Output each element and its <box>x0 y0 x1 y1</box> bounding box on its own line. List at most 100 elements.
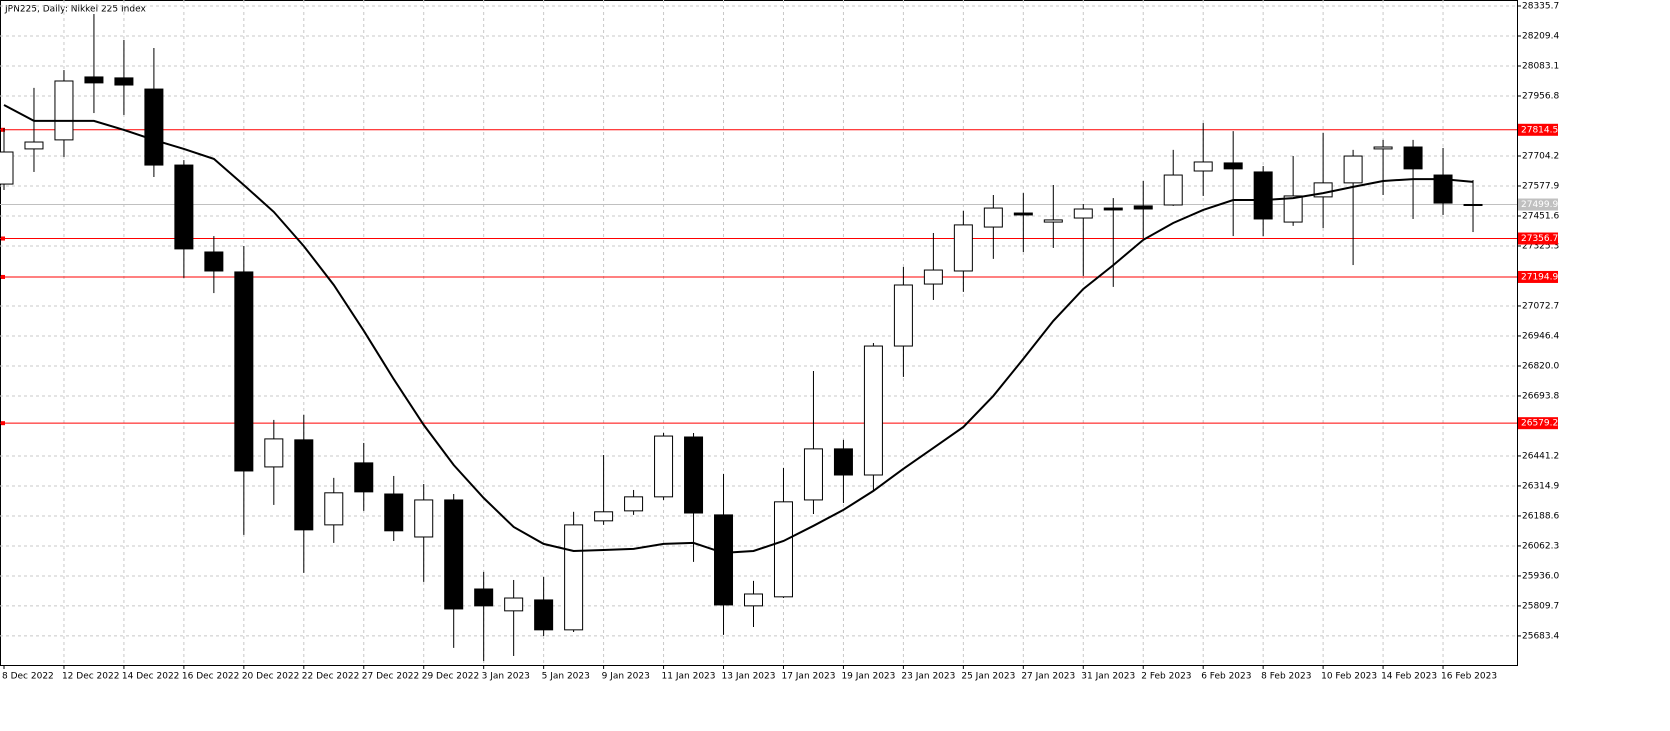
y-tick-label: 26062.3 <box>1522 541 1559 551</box>
x-tick-label: 22 Dec 2022 <box>302 672 360 682</box>
level-marker <box>1 421 5 426</box>
y-tick-label: 27072.7 <box>1522 301 1559 311</box>
candle-body <box>923 269 943 285</box>
level-marker <box>1 236 5 241</box>
candle-body <box>564 524 584 631</box>
candle-body <box>54 80 74 141</box>
candle-body <box>893 284 913 347</box>
candle-body <box>654 435 674 498</box>
y-tick-label: 27704.2 <box>1522 151 1559 161</box>
y-tick-label: 26946.4 <box>1522 331 1559 341</box>
candle-body <box>684 436 704 514</box>
y-tick-label: 26820.0 <box>1522 361 1559 371</box>
x-tick-label: 29 Dec 2022 <box>422 672 480 682</box>
candle-body <box>773 501 793 598</box>
x-tick-label: 20 Dec 2022 <box>242 672 300 682</box>
candle-body <box>174 164 194 250</box>
candle-body <box>84 76 104 84</box>
y-tick-label: 27577.9 <box>1522 181 1559 191</box>
level-label-bg <box>1518 270 1558 283</box>
x-tick-label: 8 Feb 2023 <box>1261 672 1311 682</box>
x-tick-label: 23 Jan 2023 <box>901 672 955 682</box>
x-tick-label: 14 Feb 2023 <box>1381 672 1437 682</box>
candle-body <box>324 492 344 526</box>
y-tick-label: 27325.3 <box>1522 241 1559 251</box>
candle-body <box>1433 174 1453 204</box>
candle-body <box>0 151 14 185</box>
candle-body <box>833 448 853 476</box>
candle-body <box>953 224 973 272</box>
candle-body <box>624 496 644 512</box>
candle-body <box>474 588 494 607</box>
candle-body <box>234 271 254 472</box>
last-price-label-bg <box>1518 198 1558 211</box>
x-tick-label: 27 Jan 2023 <box>1021 672 1075 682</box>
candle-body <box>863 345 883 476</box>
candle-body <box>1043 219 1063 223</box>
y-tick-label: 28335.7 <box>1522 2 1559 12</box>
y-tick-label: 28209.4 <box>1522 32 1559 42</box>
candle-body <box>1013 212 1033 216</box>
candle-body <box>384 493 404 532</box>
candle-body <box>1253 171 1273 220</box>
candle-body <box>504 597 524 612</box>
level-marker <box>1 127 5 132</box>
last-price-label: 27499.9 <box>1521 200 1558 210</box>
y-tick-label: 26441.2 <box>1522 451 1559 461</box>
x-tick-label: 3 Jan 2023 <box>482 672 530 682</box>
x-tick-label: 9 Jan 2023 <box>602 672 650 682</box>
x-tick-label: 13 Jan 2023 <box>722 672 776 682</box>
candle-body <box>1073 208 1093 219</box>
candle-body <box>294 439 314 531</box>
x-tick-label: 25 Jan 2023 <box>961 672 1015 682</box>
x-tick-label: 17 Jan 2023 <box>781 672 835 682</box>
x-tick-label: 14 Dec 2022 <box>122 672 180 682</box>
chart-title: JPN225, Daily: Nikkei 225 Index <box>4 5 146 15</box>
x-tick-label: 5 Jan 2023 <box>542 672 590 682</box>
candle-body <box>144 88 164 166</box>
candle-body <box>1343 155 1363 184</box>
level-label: 27356.7 <box>1521 234 1558 244</box>
level-label: 27194.9 <box>1521 272 1558 282</box>
y-tick-label: 26693.8 <box>1522 391 1559 401</box>
candle-body <box>414 499 434 538</box>
x-tick-label: 31 Jan 2023 <box>1081 672 1135 682</box>
candle-body <box>114 77 134 86</box>
y-tick-label: 25683.4 <box>1522 631 1559 641</box>
candle-body <box>534 599 554 631</box>
x-tick-label: 27 Dec 2022 <box>362 672 420 682</box>
candle-body <box>1103 207 1123 211</box>
candle-body <box>1223 162 1243 170</box>
y-tick-label: 28083.1 <box>1522 62 1559 72</box>
x-tick-label: 16 Feb 2023 <box>1441 672 1497 682</box>
y-tick-label: 26188.6 <box>1522 511 1559 521</box>
candle-body <box>594 511 614 522</box>
y-tick-label: 26314.9 <box>1522 481 1559 491</box>
candle-body <box>803 448 823 501</box>
x-tick-label: 16 Dec 2022 <box>182 672 240 682</box>
y-tick-label: 27451.6 <box>1522 211 1559 221</box>
candle-body <box>1163 174 1183 206</box>
candle-body <box>204 251 224 272</box>
level-label: 26579.2 <box>1521 419 1558 429</box>
candle-body <box>1403 146 1423 170</box>
level-label-bg <box>1518 232 1558 245</box>
x-tick-label: 11 Jan 2023 <box>662 672 716 682</box>
candle-body <box>444 499 464 610</box>
plot-frame <box>0 0 1518 666</box>
candle-body <box>1373 146 1393 150</box>
y-tick-label: 25809.7 <box>1522 601 1559 611</box>
x-tick-label: 8 Dec 2022 <box>2 672 54 682</box>
candle-body <box>714 514 734 606</box>
candle-body <box>1463 203 1483 206</box>
level-label-bg <box>1518 123 1558 136</box>
candle-body <box>24 141 44 150</box>
candle-body <box>1193 161 1213 172</box>
x-tick-label: 10 Feb 2023 <box>1321 672 1377 682</box>
candle-body <box>354 462 374 493</box>
x-tick-label: 12 Dec 2022 <box>62 672 120 682</box>
x-tick-label: 2 Feb 2023 <box>1141 672 1191 682</box>
candle-body <box>1133 205 1153 210</box>
